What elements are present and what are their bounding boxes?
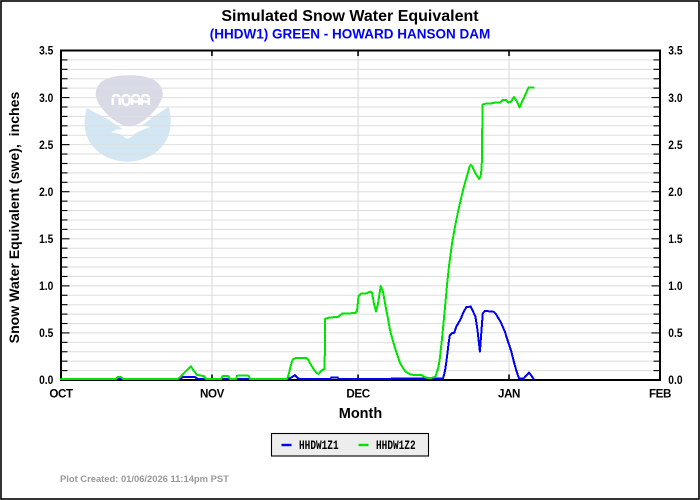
svg-text:1.5: 1.5 [668, 232, 683, 246]
svg-text:1.0: 1.0 [39, 279, 54, 293]
svg-text:3.0: 3.0 [668, 91, 683, 105]
svg-text:3.0: 3.0 [39, 91, 54, 105]
svg-text:2.0: 2.0 [39, 185, 54, 199]
svg-text:HHDW1Z1: HHDW1Z1 [299, 439, 339, 453]
svg-text:Simulated Snow Water Equivalen: Simulated Snow Water Equivalent [221, 8, 479, 25]
svg-text:1.5: 1.5 [39, 232, 54, 246]
svg-text:0.0: 0.0 [668, 373, 683, 387]
svg-text:2.0: 2.0 [668, 185, 683, 199]
svg-text:1.0: 1.0 [668, 279, 683, 293]
svg-text:JAN: JAN [498, 387, 520, 400]
svg-text:Snow Water Equivalent (swe),: Snow Water Equivalent (swe), inches [6, 92, 22, 344]
svg-text:(HHDW1) GREEN - HOWARD HANSON: (HHDW1) GREEN - HOWARD HANSON DAM [210, 27, 491, 42]
svg-text:FEB: FEB [649, 387, 671, 400]
svg-text:3.5: 3.5 [668, 44, 683, 58]
svg-text:Plot Created: 01/06/2026 11:14: Plot Created: 01/06/2026 11:14pm PST [60, 473, 229, 484]
svg-text:0.5: 0.5 [668, 326, 683, 340]
svg-text:3.5: 3.5 [39, 44, 54, 58]
svg-text:0.0: 0.0 [39, 373, 54, 387]
svg-text:2.5: 2.5 [668, 138, 683, 152]
svg-text:DEC: DEC [346, 387, 370, 400]
svg-text:HHDW1Z2: HHDW1Z2 [376, 439, 416, 453]
svg-text:2.5: 2.5 [39, 138, 54, 152]
svg-text:NOV: NOV [200, 387, 225, 400]
svg-text:OCT: OCT [49, 387, 73, 400]
svg-text:0.5: 0.5 [39, 326, 54, 340]
svg-text:Month: Month [339, 406, 382, 422]
